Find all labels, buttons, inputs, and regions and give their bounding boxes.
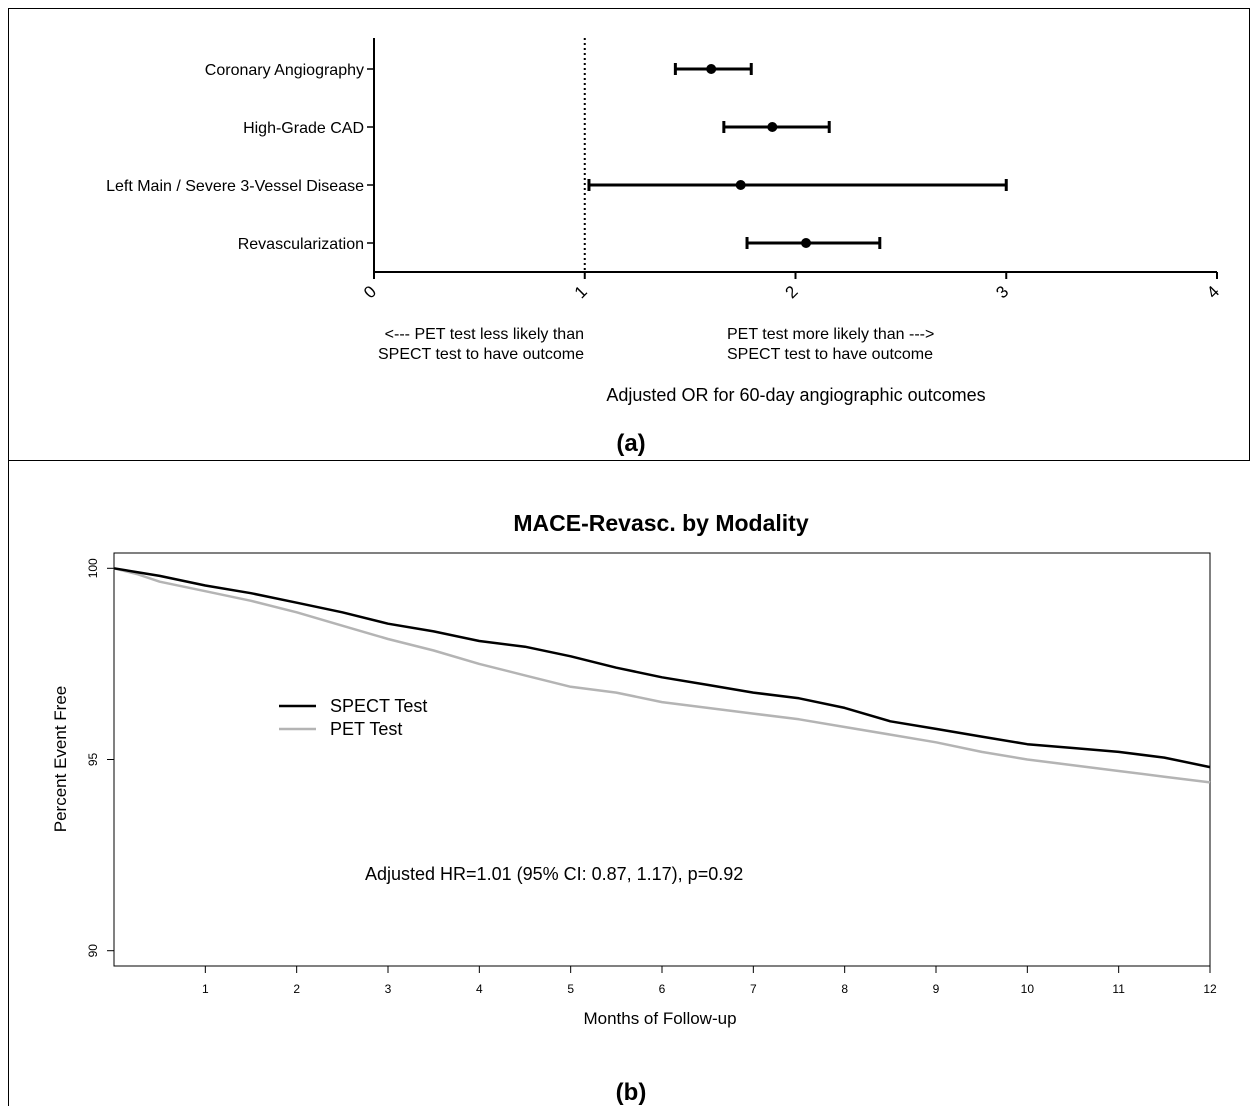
forest-rows: Coronary Angiography High-Grade CAD Left M… <box>106 62 1008 253</box>
legend-label-spect: SPECT Test <box>330 696 427 716</box>
survival-x-tick-label: 6 <box>659 982 666 996</box>
forest-left-note-line-1: <--- PET test less likely than <box>385 326 584 343</box>
legend-label-pet: PET Test <box>330 719 402 739</box>
forest-point-estimate <box>706 64 717 74</box>
survival-x-tick-label: 10 <box>1021 982 1035 996</box>
panel-b-caption: (b) <box>616 1079 647 1106</box>
survival-x-tick-label: 3 <box>385 982 392 996</box>
panel-b-frame <box>8 460 1250 1106</box>
forest-x-ticks: 0 1 2 3 4 <box>360 272 1223 302</box>
survival-y-tick-label: 90 <box>86 944 100 958</box>
hazard-ratio-annotation: Adjusted HR=1.01 (95% CI: 0.87, 1.17), p… <box>365 864 743 884</box>
forest-point-estimate <box>801 238 812 248</box>
survival-x-tick-label: 9 <box>933 982 940 996</box>
pet-testsurvival-curve <box>113 567 1211 784</box>
forest-axes <box>373 38 1217 273</box>
forest-row-label-left-main-severe-3-vessel-disease: Left Main / Severe 3-Vessel Disease <box>106 178 364 195</box>
forest-plot: Coronary Angiography High-Grade CAD Left M… <box>106 38 1223 457</box>
survival-x-tick-label: 12 <box>1203 982 1217 996</box>
survival-x-tick-label: 8 <box>841 982 848 996</box>
forest-right-note-line-2: SPECT test to have outcome <box>727 346 933 363</box>
panel-a-caption: (a) <box>616 430 645 457</box>
forest-right-note-line-1: PET test more likely than ---> <box>727 326 934 343</box>
forest-x-tick-label: 1 <box>571 282 591 302</box>
survival-title: MACE-Revasc. by Modality <box>513 510 808 536</box>
forest-x-tick-label: 2 <box>782 282 802 302</box>
survival-series <box>113 567 1211 784</box>
survival-y-tick-label: 95 <box>86 753 100 767</box>
forest-x-tick-label: 4 <box>1203 282 1223 302</box>
survival-y-tick-label: 100 <box>86 558 100 578</box>
survival-x-tick-label: 4 <box>476 982 483 996</box>
forest-left-note-line-2: SPECT test to have outcome <box>378 346 584 363</box>
survival-x-tick-label: 5 <box>567 982 574 996</box>
forest-row-label-revascularization: Revascularization <box>238 236 364 253</box>
forest-point-estimate <box>735 180 746 190</box>
survival-x-tick-label: 2 <box>293 982 300 996</box>
forest-point-estimate <box>767 122 778 132</box>
forest-x-tick-label: 3 <box>992 282 1012 302</box>
spect-testsurvival-curve <box>113 567 1211 769</box>
survival-y-axis-label: Percent Event Free <box>51 686 70 832</box>
forest-row-label-coronary-angiography: Coronary Angiography <box>205 62 364 79</box>
survival-plot-box <box>113 552 1211 967</box>
survival-x-tick-label: 11 <box>1112 982 1125 996</box>
forest-x-axis-label: Adjusted OR for 60-day angiographic outc… <box>606 385 985 405</box>
forest-x-tick-label: 0 <box>360 282 380 302</box>
forest-row-label-high-grade-cad: High-Grade CAD <box>243 120 364 137</box>
survival-y-ticks: 90 95 100 <box>86 558 114 957</box>
survival-x-axis-label: Months of Follow-up <box>583 1009 736 1028</box>
survival-x-tick-label: 7 <box>750 982 757 996</box>
survival-legend: SPECT Test PET Test <box>279 696 427 739</box>
survival-x-tick-label: 1 <box>202 982 209 996</box>
survival-x-ticks: 1 2 3 4 5 6 7 8 9 10 11 12 <box>202 966 1217 996</box>
